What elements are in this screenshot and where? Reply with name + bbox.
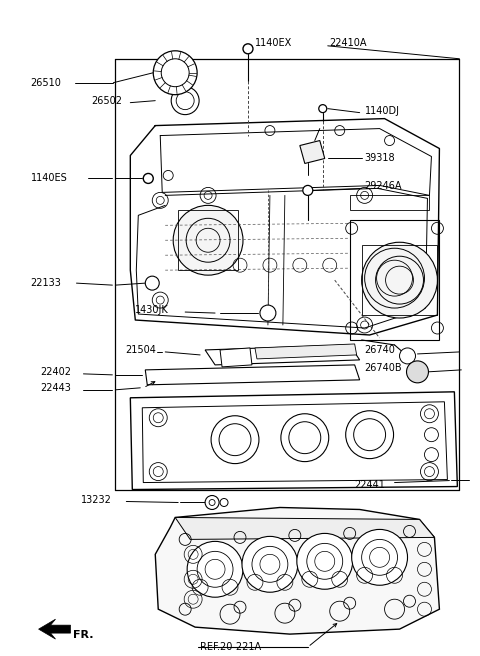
Polygon shape	[130, 392, 457, 489]
Circle shape	[187, 541, 243, 597]
Text: 22402: 22402	[41, 367, 72, 377]
Circle shape	[281, 414, 329, 462]
Polygon shape	[300, 140, 325, 163]
Text: 1140ES: 1140ES	[31, 173, 67, 184]
Circle shape	[303, 186, 313, 195]
Circle shape	[242, 537, 298, 592]
Text: 22133: 22133	[31, 278, 61, 288]
Polygon shape	[155, 508, 439, 634]
Text: 22443: 22443	[41, 383, 72, 393]
Text: 26740: 26740	[365, 345, 396, 355]
Circle shape	[211, 416, 259, 464]
Circle shape	[243, 44, 253, 54]
Polygon shape	[220, 348, 252, 367]
Circle shape	[173, 205, 243, 275]
Polygon shape	[205, 345, 360, 365]
Circle shape	[260, 305, 276, 321]
Text: 26502: 26502	[91, 96, 122, 106]
Text: 21504: 21504	[125, 345, 156, 355]
Circle shape	[205, 495, 219, 510]
Circle shape	[346, 411, 394, 459]
Text: 13232: 13232	[81, 495, 111, 504]
Circle shape	[297, 533, 353, 589]
Circle shape	[220, 499, 228, 506]
Text: 1140EX: 1140EX	[255, 38, 292, 48]
Circle shape	[144, 173, 153, 184]
Text: 29246A: 29246A	[365, 182, 402, 192]
Text: 1140DJ: 1140DJ	[365, 106, 400, 115]
Circle shape	[145, 276, 159, 290]
Text: 26510: 26510	[31, 77, 61, 88]
Text: FR.: FR.	[73, 630, 94, 640]
Text: 26740B: 26740B	[365, 363, 402, 373]
Polygon shape	[145, 365, 360, 385]
Polygon shape	[175, 518, 434, 539]
Circle shape	[399, 348, 416, 364]
Circle shape	[319, 105, 327, 113]
Circle shape	[361, 242, 437, 318]
Circle shape	[171, 87, 199, 115]
Polygon shape	[255, 344, 357, 359]
Text: 39318: 39318	[365, 154, 395, 163]
Text: 22441: 22441	[355, 480, 385, 489]
Text: REF.20-221A: REF.20-221A	[200, 642, 261, 652]
Circle shape	[153, 51, 197, 94]
Polygon shape	[38, 619, 71, 639]
Circle shape	[352, 529, 408, 585]
Text: 22410A: 22410A	[330, 38, 367, 48]
Text: 1430JK: 1430JK	[135, 305, 169, 315]
Circle shape	[407, 361, 429, 383]
